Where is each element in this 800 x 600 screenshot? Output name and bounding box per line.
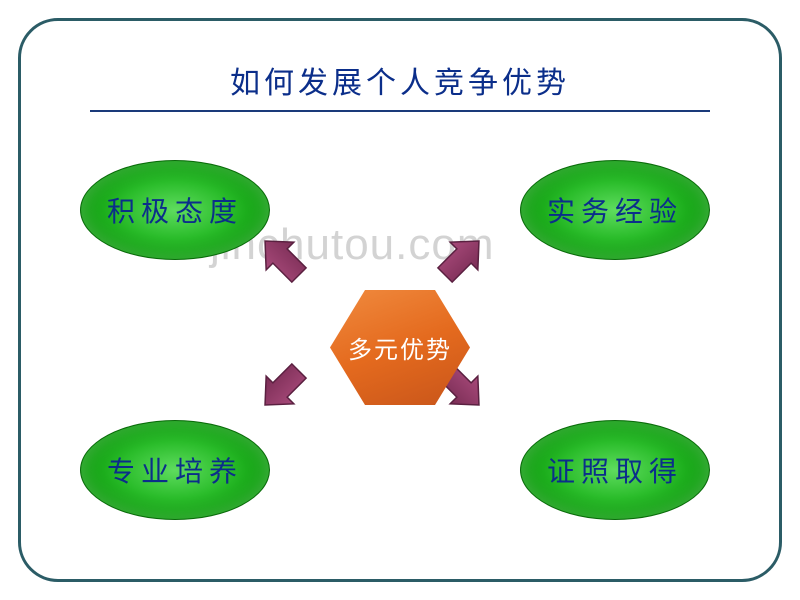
ellipse-label: 积极态度 xyxy=(107,190,243,230)
ellipse-bottom-left: 专业培养 xyxy=(80,420,270,520)
ellipse-label: 专业培养 xyxy=(107,450,243,490)
ellipse-top-left: 积极态度 xyxy=(80,160,270,260)
center-hexagon: 多元优势 xyxy=(330,290,470,405)
title-divider xyxy=(90,110,710,112)
ellipse-top-right: 实务经验 xyxy=(520,160,710,260)
ellipse-label: 实务经验 xyxy=(547,190,683,230)
ellipse-bottom-right: 证照取得 xyxy=(520,420,710,520)
diagram-title: 如何发展个人竞争优势 xyxy=(230,58,570,102)
ellipse-label: 证照取得 xyxy=(547,450,683,490)
hexagon-label: 多元优势 xyxy=(348,330,452,365)
